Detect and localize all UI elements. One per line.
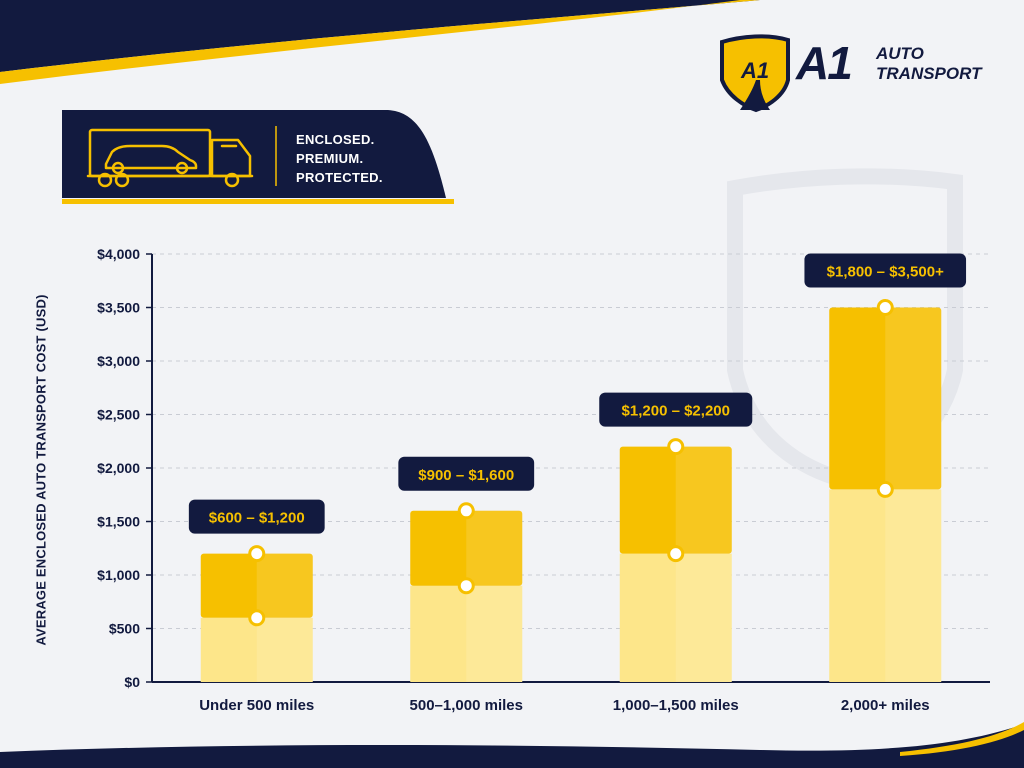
badge-text: ENCLOSED. PREMIUM. PROTECTED.	[296, 130, 383, 187]
bar-chart: $0 $500 $1,000 $1,500 $2,000 $2,500 $3,000 $3,5…	[97, 246, 990, 714]
low-point-marker	[876, 480, 894, 498]
logo-auto: AUTO	[876, 44, 924, 63]
x-category-label: Under 500 miles	[199, 697, 314, 714]
data-label-box	[599, 392, 753, 427]
bar-highlight	[885, 307, 942, 682]
badge-line-1: ENCLOSED.	[296, 132, 375, 147]
logo-transport: TRANSPORT	[876, 64, 982, 83]
top-navy-swoosh	[0, 0, 760, 72]
data-label: $900 – $1,600	[418, 467, 514, 484]
x-category-label: 2,000+ miles	[841, 697, 930, 714]
y-tick-label: $1,000	[97, 567, 140, 583]
bar-low-segment	[410, 585, 523, 682]
logo-a1: A1	[796, 37, 853, 89]
badge-line-3: PROTECTED.	[296, 170, 383, 185]
bar-range-segment	[619, 446, 732, 554]
bottom-navy-swoosh	[0, 724, 1024, 768]
bar-highlight	[256, 553, 313, 682]
x-category-label: 500–1,000 miles	[410, 697, 523, 714]
y-tick-label: $500	[109, 621, 140, 637]
bar-range-segment	[829, 307, 942, 490]
y-tick-label: $3,000	[97, 353, 140, 369]
badge-underline	[62, 199, 454, 204]
low-point-marker	[667, 545, 685, 563]
high-point-marker	[457, 502, 475, 520]
data-label-box	[188, 499, 325, 534]
y-axis-label: AVERAGE ENCLOSED AUTO TRANSPORT COST (US…	[33, 294, 49, 646]
x-category-label: 1,000–1,500 miles	[613, 697, 739, 714]
data-label-box	[398, 456, 535, 491]
car-carrier-truck-icon	[86, 128, 254, 188]
y-tick-label: $2,000	[97, 460, 140, 476]
data-label-box	[804, 253, 967, 288]
bar-low-segment	[200, 617, 313, 682]
high-point-marker	[667, 438, 685, 456]
bar-low-segment	[619, 553, 732, 682]
y-tick-label: $3,500	[97, 300, 140, 316]
bar-highlight	[466, 510, 523, 682]
high-point-marker	[876, 299, 894, 316]
bar-low-segment	[829, 489, 942, 682]
badge-line-2: PREMIUM.	[296, 151, 364, 166]
y-tick-label: $4,000	[97, 246, 140, 262]
a1-shield-icon: A1	[720, 34, 790, 113]
low-point-marker	[457, 577, 475, 595]
data-label: $600 – $1,200	[209, 510, 305, 527]
shield-logo-mark: A1	[740, 58, 769, 83]
bar-highlight	[675, 446, 732, 682]
high-point-marker	[248, 545, 266, 563]
bar-range-segment	[410, 510, 523, 586]
bottom-gold-swoosh	[900, 722, 1024, 756]
y-tick-label: $1,500	[97, 514, 140, 530]
low-point-marker	[248, 609, 266, 627]
logo-wordmark: AUTO TRANSPORT	[876, 44, 981, 84]
y-tick-label: $2,500	[97, 407, 140, 423]
data-label: $1,800 – $3,500+	[827, 264, 944, 281]
bar-range-segment	[200, 553, 313, 618]
data-label: $1,200 – $2,200	[622, 403, 730, 420]
y-tick-label: $0	[124, 674, 140, 690]
